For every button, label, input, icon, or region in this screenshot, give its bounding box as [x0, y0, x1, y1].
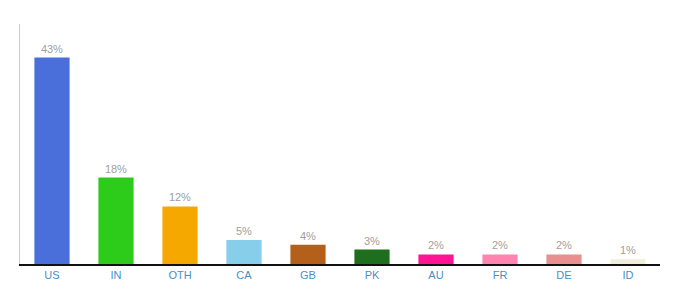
svg-text:IN: IN: [111, 269, 122, 281]
svg-text:1%: 1%: [620, 244, 636, 256]
svg-text:GB: GB: [300, 269, 316, 281]
svg-text:4%: 4%: [300, 230, 316, 242]
svg-text:2%: 2%: [492, 239, 508, 251]
svg-text:AU: AU: [428, 269, 443, 281]
svg-text:OTH: OTH: [168, 269, 191, 281]
svg-text:US: US: [44, 269, 59, 281]
svg-text:2%: 2%: [428, 239, 444, 251]
svg-text:18%: 18%: [105, 163, 127, 175]
svg-text:FR: FR: [493, 269, 508, 281]
svg-text:2%: 2%: [556, 239, 572, 251]
svg-text:5%: 5%: [236, 225, 252, 237]
svg-text:DE: DE: [556, 269, 571, 281]
svg-text:ID: ID: [623, 269, 634, 281]
svg-text:43%: 43%: [41, 43, 63, 55]
svg-text:PK: PK: [365, 269, 380, 281]
svg-text:3%: 3%: [364, 235, 380, 247]
svg-text:CA: CA: [236, 269, 252, 281]
svg-text:12%: 12%: [169, 191, 191, 203]
